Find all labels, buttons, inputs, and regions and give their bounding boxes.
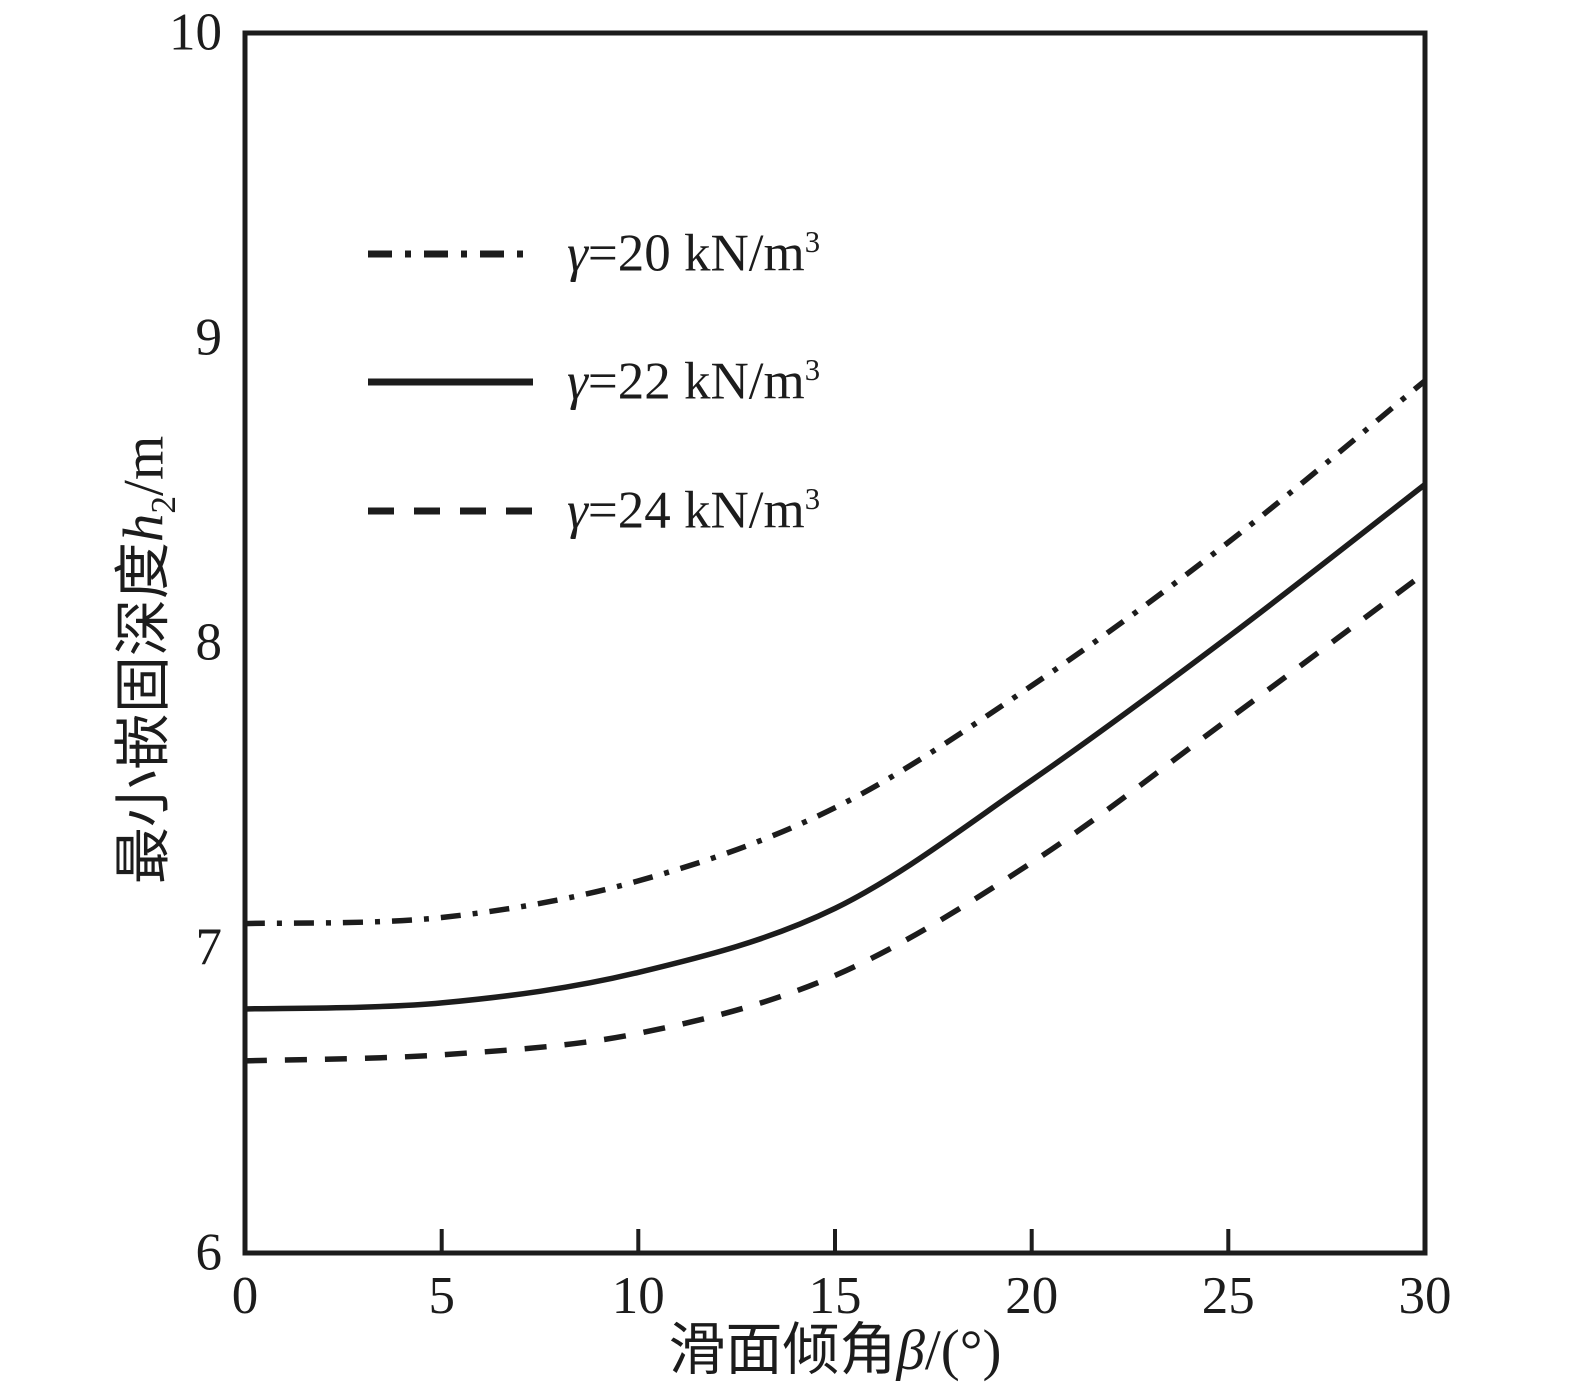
x-tick-label: 15 (808, 1267, 862, 1325)
y-tick-label: 6 (195, 1223, 223, 1282)
x-axis-unit: /(°) (924, 1319, 1002, 1382)
x-tick-label: 5 (428, 1267, 455, 1325)
x-tick-marks (439, 1229, 1231, 1251)
x-axis-title-text: 滑面倾角 (668, 1319, 897, 1382)
legend-line-solid-icon (368, 378, 533, 386)
curve-gamma-24 (244, 570, 1427, 1064)
legend-variable: γ (567, 352, 588, 411)
x-tick-label: 0 (231, 1267, 259, 1325)
legend-line-dashdot-icon (368, 250, 533, 258)
legend-label: γ=22 kN/m3 (567, 355, 820, 409)
y-axis-variable: h (112, 513, 176, 543)
legend-item-gamma-24: γ=24 kN/m3 (367, 479, 820, 543)
y-axis-subscript: 2 (143, 496, 183, 514)
legend-text: =24 kN/m (587, 481, 805, 540)
x-axis-variable: β (896, 1319, 925, 1382)
y-tick-label: 10 (169, 3, 222, 62)
legend-exponent: 3 (804, 353, 821, 388)
legend-item-gamma-20: γ=20 kN/m3 (367, 222, 820, 286)
legend-label: γ=24 kN/m3 (567, 484, 820, 538)
y-axis-unit: /m (112, 435, 176, 497)
legend-text: =20 kN/m (587, 224, 805, 283)
x-tick-label: 25 (1201, 1267, 1255, 1325)
y-tick-label: 8 (195, 613, 223, 672)
legend-variable: γ (567, 224, 588, 283)
curve-gamma-22 (244, 482, 1427, 1012)
legend-exponent: 3 (804, 225, 821, 260)
legend-line-dashed-icon (368, 507, 533, 515)
x-tick-label: 10 (611, 1267, 665, 1325)
x-tick-label: 30 (1398, 1267, 1452, 1325)
curve-gamma-20 (244, 378, 1427, 927)
y-tick-label: 7 (195, 918, 223, 977)
y-tick-label: 9 (195, 308, 223, 367)
legend-text: =22 kN/m (587, 352, 805, 411)
x-tick-label: 20 (1005, 1267, 1059, 1325)
legend-variable: γ (567, 481, 588, 540)
y-axis-title: 最小嵌固深度h2/m (111, 436, 184, 884)
legend-exponent: 3 (804, 482, 821, 517)
legend-item-gamma-22: γ=22 kN/m3 (367, 350, 820, 414)
plot-border (242, 30, 1428, 1256)
y-axis-title-text: 最小嵌固深度 (112, 542, 176, 885)
legend-label: γ=20 kN/m3 (567, 227, 820, 281)
x-axis-title: 滑面倾角β/(°) (669, 1318, 1002, 1384)
